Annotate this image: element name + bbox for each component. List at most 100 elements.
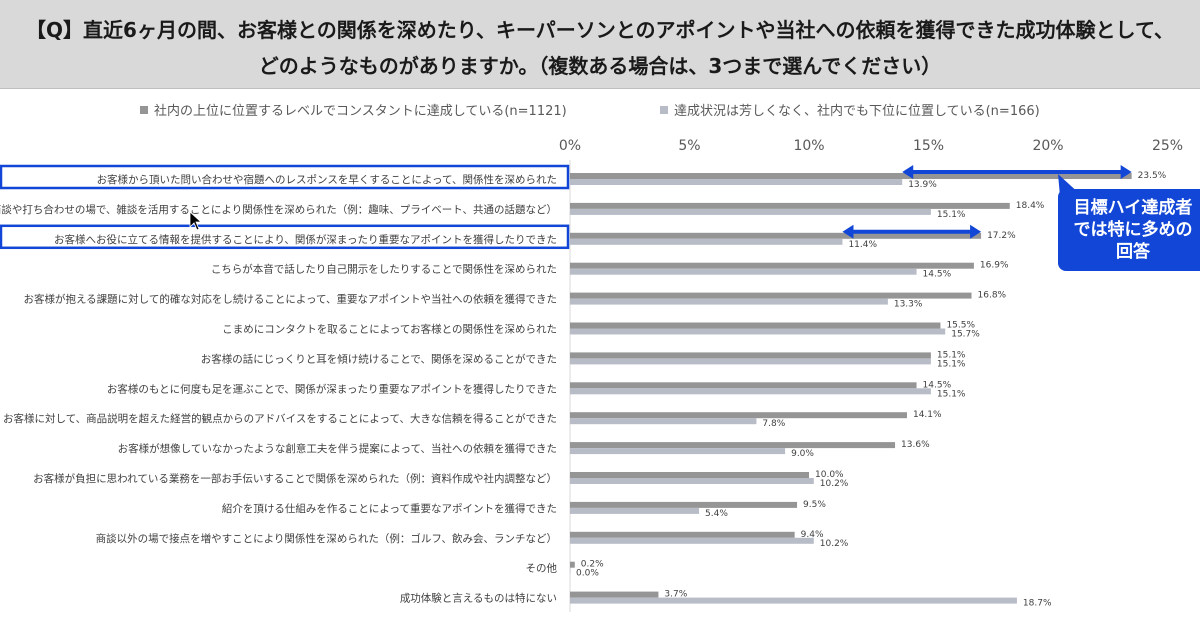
- category-label-8: お客様に対して、商品説明を超えた経営的観点からのアドバイスをすることによって、大…: [3, 412, 557, 425]
- bar-series-1-4: [570, 292, 972, 299]
- question-header: 【Q】直近6ヶ月の間、お客様との関係を深めたり、キーパーソンとのアポイントや当社…: [0, 0, 1200, 89]
- bar-series-2-14: [570, 597, 1017, 604]
- bar-series-2-12: [570, 537, 814, 544]
- category-label-11: 紹介を頂ける仕組みを作ることによって重要なアポイントを獲得できた: [222, 502, 557, 515]
- data-label-series-1-1: 18.4%: [1016, 201, 1045, 211]
- category-label-6: お客様の話にじっくりと耳を傾け続けることで、関係を深めることができた: [201, 352, 557, 365]
- data-label-series-2-8: 7.8%: [762, 419, 785, 429]
- data-label-series-2-14: 18.7%: [1023, 599, 1052, 609]
- bar-series-2-6: [570, 358, 931, 365]
- bar-series-1-10: [570, 472, 809, 478]
- data-label-series-2-9: 9.0%: [791, 449, 814, 459]
- data-label-series-1-8: 14.1%: [913, 410, 942, 420]
- data-label-series-1-0: 23.5%: [1138, 171, 1167, 181]
- bar-series-1-3: [570, 262, 974, 269]
- callout-line-2: では特に多めの: [1073, 220, 1193, 240]
- data-label-series-1-5: 15.5%: [946, 321, 975, 331]
- bar-series-2-7: [570, 388, 931, 395]
- category-label-7: お客様のもとに何度も足を運ぶことで、関係が深まったり重要なアポイントを獲得したり…: [107, 382, 557, 395]
- data-label-series-2-3: 14.5%: [923, 270, 952, 280]
- category-label-5: こまめにコンタクトを取ることによってお客様との関係性を深められた: [222, 323, 557, 336]
- data-label-series-1-10: 10.0%: [815, 470, 844, 480]
- highlight-box-1: [0, 224, 570, 250]
- difference-arrow-head-left-0: [902, 165, 914, 179]
- question-text-line-2: どのようなものがありますか。（複数ある場合は、3つまで選んでください）: [258, 54, 942, 78]
- data-label-series-2-5: 15.7%: [951, 330, 980, 340]
- bar-series-2-10: [570, 478, 814, 484]
- data-label-series-2-0: 13.9%: [908, 180, 937, 190]
- bar-series-1-8: [570, 412, 907, 419]
- data-label-series-2-2: 11.4%: [848, 240, 877, 250]
- bar-series-1-14: [570, 591, 659, 598]
- data-label-series-2-4: 13.3%: [894, 300, 923, 310]
- question-text-line-1: 【Q】直近6ヶ月の間、お客様との関係を深めたり、キーパーソンとのアポイントや当社…: [26, 18, 1174, 42]
- data-label-series-2-11: 5.4%: [705, 509, 728, 519]
- x-tick-label-4: 20%: [1032, 138, 1063, 154]
- x-tick-label-5: 25%: [1152, 138, 1183, 154]
- data-label-series-2-6: 15.1%: [937, 359, 966, 369]
- difference-arrow-head-left-1: [842, 224, 854, 239]
- bar-series-1-1: [570, 202, 1010, 209]
- data-label-series-1-14: 3.7%: [664, 590, 687, 600]
- highlight-box-0: [0, 164, 570, 190]
- bar-series-1-7: [570, 382, 917, 389]
- bar-series-2-4: [570, 298, 888, 305]
- x-tick-label-1: 5%: [678, 138, 700, 154]
- bar-series-1-6: [570, 352, 931, 359]
- bar-series-1-9: [570, 442, 896, 449]
- annotation-callout: 目標ハイ達成者 では特に多めの 回答: [1058, 189, 1200, 271]
- x-tick-label-0: 0%: [559, 138, 581, 154]
- bar-series-2-3: [570, 268, 917, 275]
- x-tick-label-2: 10%: [793, 138, 824, 154]
- category-label-3: こちらが本音で話したり自己開示をしたりすることで関係性を深められた: [211, 263, 557, 276]
- category-label-9: お客様が想像していなかったような創意工夫を伴う提案によって、当社への依頼を獲得で…: [118, 442, 557, 455]
- legend-swatch-series-1: [140, 106, 148, 114]
- data-label-series-1-12: 9.4%: [801, 530, 824, 540]
- bar-series-1-11: [570, 501, 798, 508]
- data-label-series-2-7: 15.1%: [937, 389, 966, 399]
- category-label-13: その他: [526, 562, 558, 575]
- bar-series-1-5: [570, 322, 941, 329]
- bar-series-2-11: [570, 507, 700, 514]
- data-label-series-1-4: 16.8%: [978, 291, 1007, 301]
- category-label-2: お客様へお役に立てる情報を提供することにより、関係が深まったり重要なアポイントを…: [54, 233, 557, 246]
- data-label-series-2-13: 0.0%: [576, 569, 599, 579]
- data-label-series-1-9: 13.6%: [901, 440, 930, 450]
- category-label-10: お客様が負担に思われている業務を一部お手伝いすることで関係を深められた（例：資料…: [33, 472, 557, 485]
- category-label-1: 商談や打ち合わせの場で、雑談を活用することにより関係性を深められた（例：趣味、プ…: [0, 203, 557, 216]
- category-label-0: お客様から頂いた問い合わせや宿題へのレスポンスを早くすることによって、関係性を深…: [97, 173, 557, 186]
- bar-series-1-2: [570, 232, 982, 239]
- callout-line-3: 回答: [1116, 242, 1150, 262]
- bar-series-2-1: [570, 208, 931, 215]
- legend-label-series-1: 社内の上位に位置するレベルでコンスタントに達成している(n=1121): [154, 103, 567, 119]
- category-label-12: 商談以外の場で接点を増やすことにより関係性を深められた（例：ゴルフ、飲み会、ラン…: [96, 532, 557, 545]
- bar-series-1-0: [570, 173, 1132, 179]
- legend-label-series-2: 達成状況は芳しくなく、社内でも下位に位置している(n=166): [674, 103, 1040, 119]
- legend-swatch-series-2: [660, 106, 668, 114]
- mouse-cursor-icon: [189, 211, 203, 231]
- category-label-14: 成功体験と言えるものは特にない: [400, 592, 557, 605]
- bar-series-2-0: [570, 179, 903, 185]
- bar-series-2-2: [570, 238, 843, 245]
- bar-series-1-12: [570, 531, 795, 538]
- data-label-series-2-12: 10.2%: [820, 539, 849, 549]
- data-label-series-1-2: 17.2%: [987, 231, 1016, 241]
- data-label-series-1-7: 14.5%: [923, 380, 952, 390]
- data-label-series-2-1: 15.1%: [937, 210, 966, 220]
- bar-series-1-13: [570, 561, 575, 568]
- callout-line-1: 目標ハイ達成者: [1073, 198, 1193, 218]
- data-label-series-1-6: 15.1%: [937, 350, 966, 360]
- bar-series-2-5: [570, 328, 946, 335]
- category-label-4: お客様が抱える課題に対して的確な対応をし続けることによって、重要なアポイントや当…: [23, 293, 557, 306]
- data-label-series-2-10: 10.2%: [820, 479, 849, 489]
- bar-series-2-13: [570, 567, 571, 574]
- difference-arrow-head-right-1: [970, 224, 982, 239]
- data-label-series-1-3: 16.9%: [980, 261, 1009, 271]
- chart-legend: 社内の上位に位置するレベルでコンスタントに達成している(n=1121) 達成状況…: [140, 103, 1040, 119]
- x-tick-label-3: 15%: [913, 138, 944, 154]
- data-label-series-1-13: 0.2%: [581, 560, 604, 570]
- bar-series-2-9: [570, 448, 786, 455]
- data-label-series-1-11: 9.5%: [803, 500, 826, 510]
- difference-arrow-head-right-0: [1120, 165, 1132, 179]
